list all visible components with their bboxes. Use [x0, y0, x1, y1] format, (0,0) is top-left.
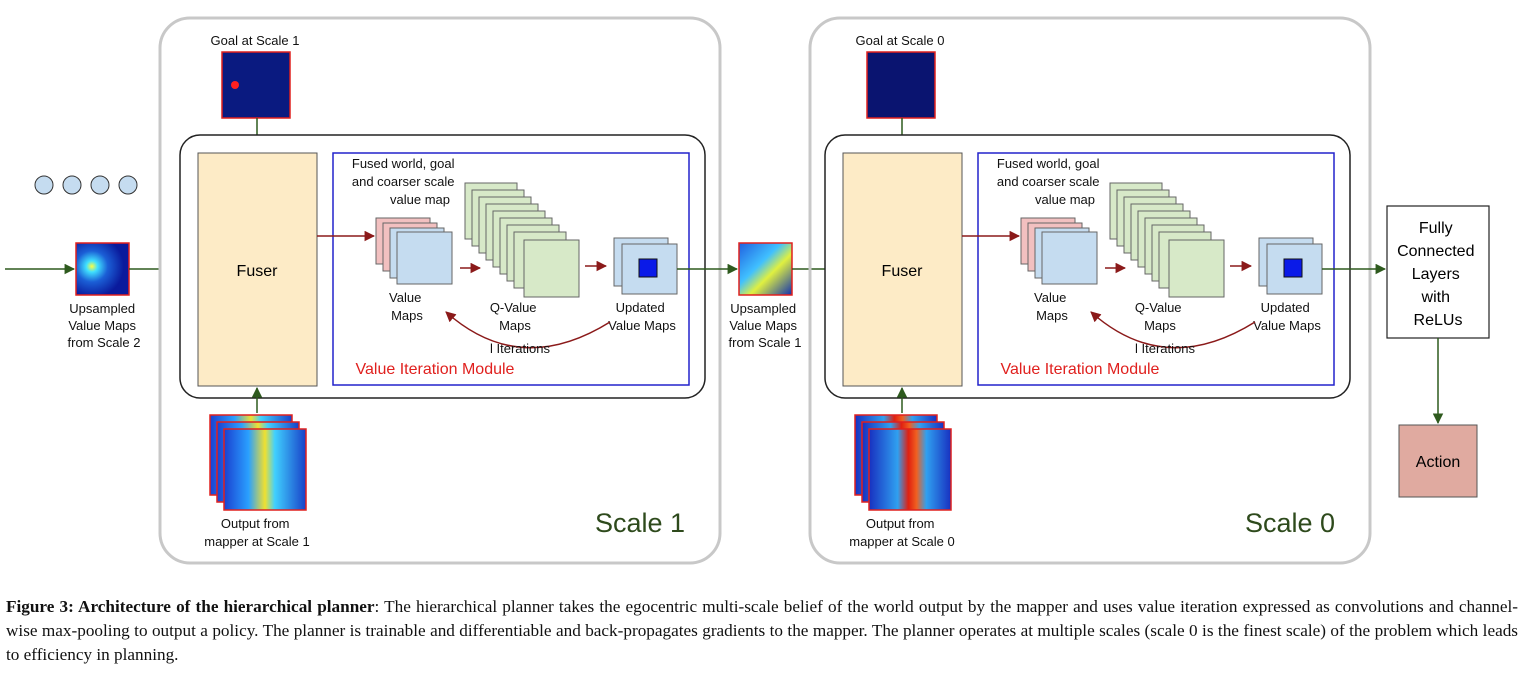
- updated-maps-stack-1: [613, 237, 678, 295]
- fuser-1: [197, 152, 318, 387]
- iterations-label-1: l Iterations: [490, 341, 550, 356]
- action-box: [1398, 424, 1478, 498]
- fuser-1-label: Fuser: [237, 263, 279, 280]
- upsampled-map-scale1: [738, 242, 793, 296]
- goal-scale1-label: Goal at Scale 1: [211, 33, 300, 48]
- fuser-0-label: Fuser: [882, 263, 924, 280]
- value-maps-stack-1: [375, 217, 453, 285]
- action-label: Action: [1416, 454, 1460, 471]
- ellipsis-dots: [34, 175, 138, 195]
- scale0-block: Goal at Scale 0 Fuser Fused world, goal …: [808, 16, 1372, 565]
- iteration-loop-arrow-1: [445, 311, 611, 349]
- goal-scale0-map: [866, 51, 936, 119]
- mapper-label-1: Output from mapper at Scale 1: [204, 516, 310, 549]
- value-maps-label-1: Value Maps: [389, 290, 425, 323]
- caption-title: Figure 3: Architecture of the hierarchic…: [6, 597, 375, 616]
- upsampled-scale1-label: Upsampled Value Maps from Scale 1: [729, 301, 802, 350]
- scale0-outer-box: [808, 16, 1372, 565]
- upsampled-scale2-label: Upsampled Value Maps from Scale 2: [68, 301, 141, 350]
- caption-body: : The hierarchical planner takes the ego…: [6, 597, 1519, 664]
- updated-label-0: Updated Value Maps: [1253, 300, 1321, 333]
- fc-layers-label: Fully Connected Layers with ReLUs: [1397, 220, 1479, 329]
- mapper-output-stack-0: [854, 414, 952, 511]
- fused-label-0: Fused world, goal and coarser scale valu…: [997, 156, 1103, 207]
- vim-label-1: Value Iteration Module: [356, 361, 515, 378]
- q-value-stack-1: [464, 182, 580, 298]
- updated-maps-stack-0: [1258, 237, 1323, 295]
- iterations-label-0: l Iterations: [1135, 341, 1195, 356]
- value-maps-stack-0: [1020, 217, 1098, 285]
- q-value-label-0: Q-Value Maps: [1135, 300, 1185, 333]
- figure-caption: Figure 3: Architecture of the hierarchic…: [6, 595, 1518, 667]
- mapper-label-0: Output from mapper at Scale 0: [849, 516, 955, 549]
- scale0-label: Scale 0: [1245, 508, 1335, 538]
- mapper-output-stack-1: [209, 414, 307, 511]
- q-value-label-1: Q-Value Maps: [490, 300, 540, 333]
- fuser-0: [842, 152, 963, 387]
- fused-label-1: Fused world, goal and coarser scale valu…: [352, 156, 458, 207]
- scale1-block: Goal at Scale 1 Fuser Fused world, goal …: [158, 16, 722, 565]
- scale1-label: Scale 1: [595, 508, 685, 538]
- goal-dot: [231, 81, 239, 89]
- iteration-loop-arrow-0: [1090, 311, 1256, 349]
- q-value-stack-0: [1109, 182, 1225, 298]
- upsampled-map-scale2: [75, 242, 130, 296]
- goal-scale0-label: Goal at Scale 0: [856, 33, 945, 48]
- fc-layers-box: [1386, 205, 1490, 339]
- value-maps-label-0: Value Maps: [1034, 290, 1070, 323]
- updated-label-1: Updated Value Maps: [608, 300, 676, 333]
- vim-label-0: Value Iteration Module: [1001, 361, 1160, 378]
- planner-diagram: Upsampled Value Maps from Scale 2 Goal a…: [5, 16, 1490, 565]
